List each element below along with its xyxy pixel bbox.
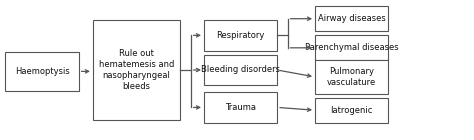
- FancyBboxPatch shape: [204, 92, 277, 123]
- Text: Rule out
hematemesis and
nasopharyngeal
bleeds: Rule out hematemesis and nasopharyngeal …: [99, 49, 174, 91]
- FancyBboxPatch shape: [204, 20, 277, 51]
- Text: Parenchymal diseases: Parenchymal diseases: [305, 43, 399, 52]
- FancyBboxPatch shape: [5, 52, 79, 91]
- Text: Airway diseases: Airway diseases: [318, 14, 385, 23]
- FancyBboxPatch shape: [204, 55, 277, 85]
- FancyBboxPatch shape: [315, 6, 388, 31]
- Text: Respiratory: Respiratory: [216, 31, 265, 40]
- FancyBboxPatch shape: [315, 35, 388, 60]
- Text: Trauma: Trauma: [225, 103, 256, 112]
- FancyBboxPatch shape: [315, 98, 388, 123]
- FancyBboxPatch shape: [315, 60, 388, 94]
- FancyBboxPatch shape: [93, 20, 180, 120]
- Text: Bleeding disorders: Bleeding disorders: [201, 66, 280, 74]
- Text: Haemoptysis: Haemoptysis: [15, 67, 69, 76]
- Text: Pulmonary
vasculature: Pulmonary vasculature: [327, 67, 376, 87]
- Text: Iatrogenic: Iatrogenic: [330, 106, 373, 115]
